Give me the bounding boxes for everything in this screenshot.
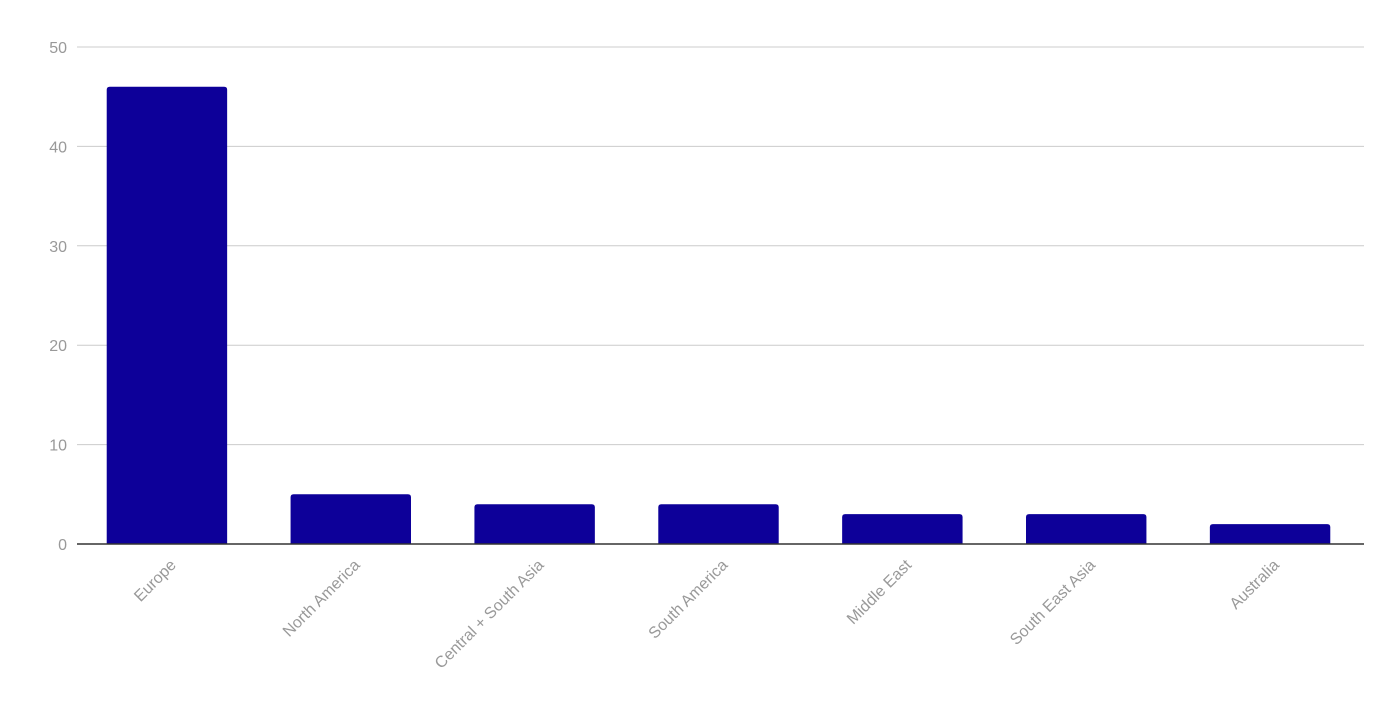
bar-central-south-asia <box>474 504 595 544</box>
x-tick-label: Central + South Asia <box>432 557 548 673</box>
x-tick-label: South America <box>646 557 732 643</box>
x-tick-label: Europe <box>131 557 180 606</box>
bar-australia <box>1209 524 1331 544</box>
y-tick-label: 20 <box>49 338 67 355</box>
bar-south-east-asia <box>1026 514 1147 544</box>
x-axis-tick-labels: Europe North America Central + South Asia S… <box>131 556 1283 672</box>
bar-middle-east <box>842 514 963 544</box>
bar-south-america <box>658 504 779 544</box>
y-tick-label: 10 <box>49 438 67 455</box>
x-tick-label: Middle East <box>844 556 916 628</box>
bar-europe <box>106 86 228 544</box>
y-tick-label: 0 <box>58 537 67 554</box>
bar-north-america <box>290 494 411 544</box>
y-tick-label: 50 <box>49 40 67 57</box>
y-tick-label: 40 <box>49 139 67 156</box>
x-tick-label: North America <box>280 557 364 641</box>
gridlines <box>77 46 1364 446</box>
bars <box>106 86 1331 544</box>
y-tick-label: 30 <box>49 239 67 256</box>
x-tick-label: Australia <box>1227 557 1283 613</box>
x-tick-label: South East Asia <box>1007 557 1099 649</box>
y-axis-tick-labels: 0 10 20 30 40 50 <box>49 40 67 554</box>
